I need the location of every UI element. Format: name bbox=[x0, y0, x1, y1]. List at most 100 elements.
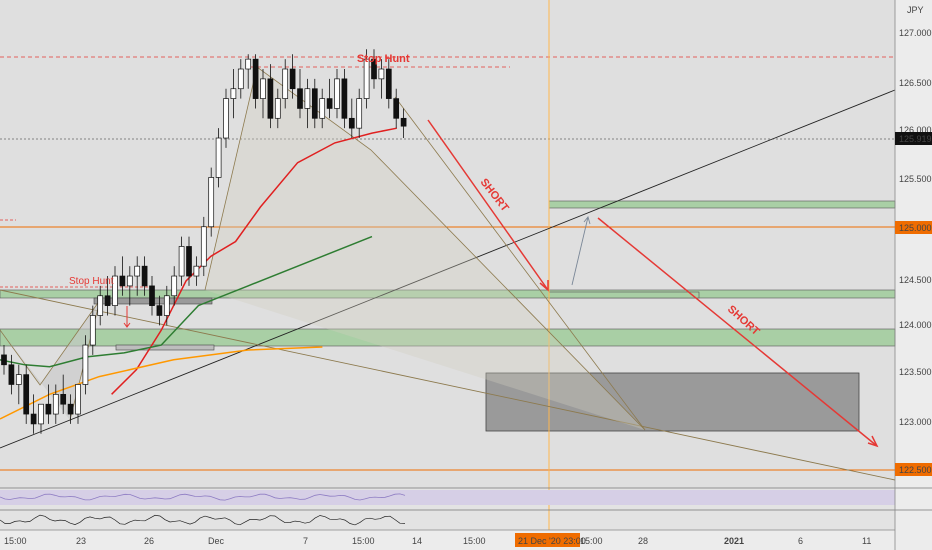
candle bbox=[38, 403, 44, 434]
candle bbox=[8, 354, 15, 395]
candle bbox=[30, 394, 37, 434]
current-price-label: 125.919 bbox=[899, 134, 932, 144]
candle bbox=[119, 256, 126, 296]
candle bbox=[82, 335, 89, 395]
x-tick: 15:00 bbox=[352, 536, 375, 546]
candle bbox=[260, 69, 266, 119]
candle bbox=[112, 266, 118, 316]
y-tick: 127.000 bbox=[899, 28, 932, 38]
y-tick: 124.500 bbox=[899, 275, 932, 285]
ma-line-1 bbox=[0, 235, 373, 368]
candle bbox=[371, 49, 377, 89]
candle bbox=[274, 88, 281, 129]
candle bbox=[341, 69, 348, 129]
y-tick: 126.500 bbox=[899, 78, 932, 88]
candle bbox=[378, 59, 385, 99]
currency-label: JPY bbox=[907, 5, 924, 15]
candle bbox=[223, 88, 229, 148]
candle bbox=[356, 88, 363, 139]
level-tag bbox=[895, 463, 932, 476]
oscillator-panes bbox=[0, 487, 932, 526]
x-tick: 15:00 bbox=[463, 536, 486, 546]
y-tick: 123.000 bbox=[899, 417, 932, 427]
price-axis-background bbox=[895, 0, 932, 550]
x-tick: 6 bbox=[798, 536, 803, 546]
candle bbox=[163, 285, 170, 326]
candle bbox=[289, 54, 296, 99]
x-tick: 26 bbox=[144, 536, 154, 546]
x-tick: 15:00 bbox=[580, 536, 603, 546]
candle bbox=[297, 69, 303, 119]
candle bbox=[334, 69, 340, 119]
x-tick: 23 bbox=[76, 536, 86, 546]
crosshair-time-tag bbox=[515, 533, 580, 547]
candle bbox=[52, 384, 59, 424]
annotation-stop-hunt-left: Stop Hunt bbox=[69, 276, 114, 287]
x-tick: 15:00 bbox=[4, 536, 27, 546]
candle bbox=[126, 266, 133, 306]
candles bbox=[1, 49, 407, 434]
supply-zone-upper bbox=[548, 200, 896, 209]
levels bbox=[0, 0, 895, 530]
y-tick: 124.000 bbox=[899, 320, 932, 330]
candle bbox=[215, 128, 222, 188]
x-tick: 11 bbox=[862, 536, 871, 546]
candle bbox=[319, 88, 326, 129]
candle bbox=[237, 59, 244, 99]
candle bbox=[1, 345, 7, 375]
moving-averages bbox=[0, 127, 397, 420]
candle bbox=[393, 88, 400, 129]
candle bbox=[104, 276, 111, 316]
candle bbox=[15, 364, 22, 405]
target-box bbox=[485, 372, 860, 432]
candle bbox=[304, 78, 311, 129]
candle bbox=[186, 236, 192, 286]
candle bbox=[193, 256, 200, 286]
candle bbox=[23, 364, 30, 424]
ma-line-2 bbox=[0, 346, 323, 420]
candle bbox=[171, 266, 178, 306]
candle bbox=[45, 384, 52, 424]
time-axis: 15:00 23 26 Dec 7 15:00 14 15:00 21 Dec … bbox=[0, 529, 895, 547]
y-tick-highlight: 122.500 bbox=[899, 465, 932, 475]
ma-line-0 bbox=[111, 127, 397, 395]
candle bbox=[245, 54, 252, 89]
candle bbox=[400, 108, 407, 139]
x-tick: Dec bbox=[208, 536, 225, 546]
x-tick: 2021 bbox=[724, 536, 744, 546]
candle bbox=[67, 394, 74, 424]
x-tick: 14 bbox=[412, 536, 422, 546]
annotation-stop-hunt-top: Stop Hunt bbox=[357, 53, 410, 65]
candle bbox=[134, 256, 141, 296]
y-tick: 126.000 bbox=[899, 125, 932, 135]
candle bbox=[282, 59, 289, 109]
crosshair-time-label: 21 Dec '20 23:00 bbox=[518, 536, 586, 546]
small-box-2 bbox=[115, 344, 215, 351]
price-axis: JPY 127.000 126.500 126.000 125.500 125.… bbox=[894, 0, 932, 550]
candle bbox=[267, 64, 274, 129]
candle bbox=[385, 59, 392, 109]
candle bbox=[230, 69, 237, 119]
trend-lines bbox=[0, 66, 896, 481]
candle bbox=[200, 216, 207, 277]
y-tick-highlight: 125.000 bbox=[899, 223, 932, 233]
demand-zone-mid-ext bbox=[548, 291, 700, 299]
candle bbox=[311, 78, 318, 129]
time-axis-background bbox=[0, 530, 895, 550]
candle bbox=[178, 236, 185, 286]
candle bbox=[348, 98, 355, 139]
candle bbox=[75, 384, 81, 424]
candle bbox=[89, 305, 96, 355]
current-price-tag bbox=[895, 132, 932, 145]
level-tag bbox=[895, 221, 932, 234]
candle bbox=[60, 374, 67, 415]
candle bbox=[141, 256, 148, 296]
candle bbox=[97, 285, 104, 326]
y-tick: 125.500 bbox=[899, 174, 932, 184]
y-tick: 123.500 bbox=[899, 367, 932, 377]
candle bbox=[252, 54, 259, 109]
candle bbox=[326, 78, 333, 119]
candle bbox=[363, 49, 370, 109]
x-tick: 7 bbox=[303, 536, 308, 546]
